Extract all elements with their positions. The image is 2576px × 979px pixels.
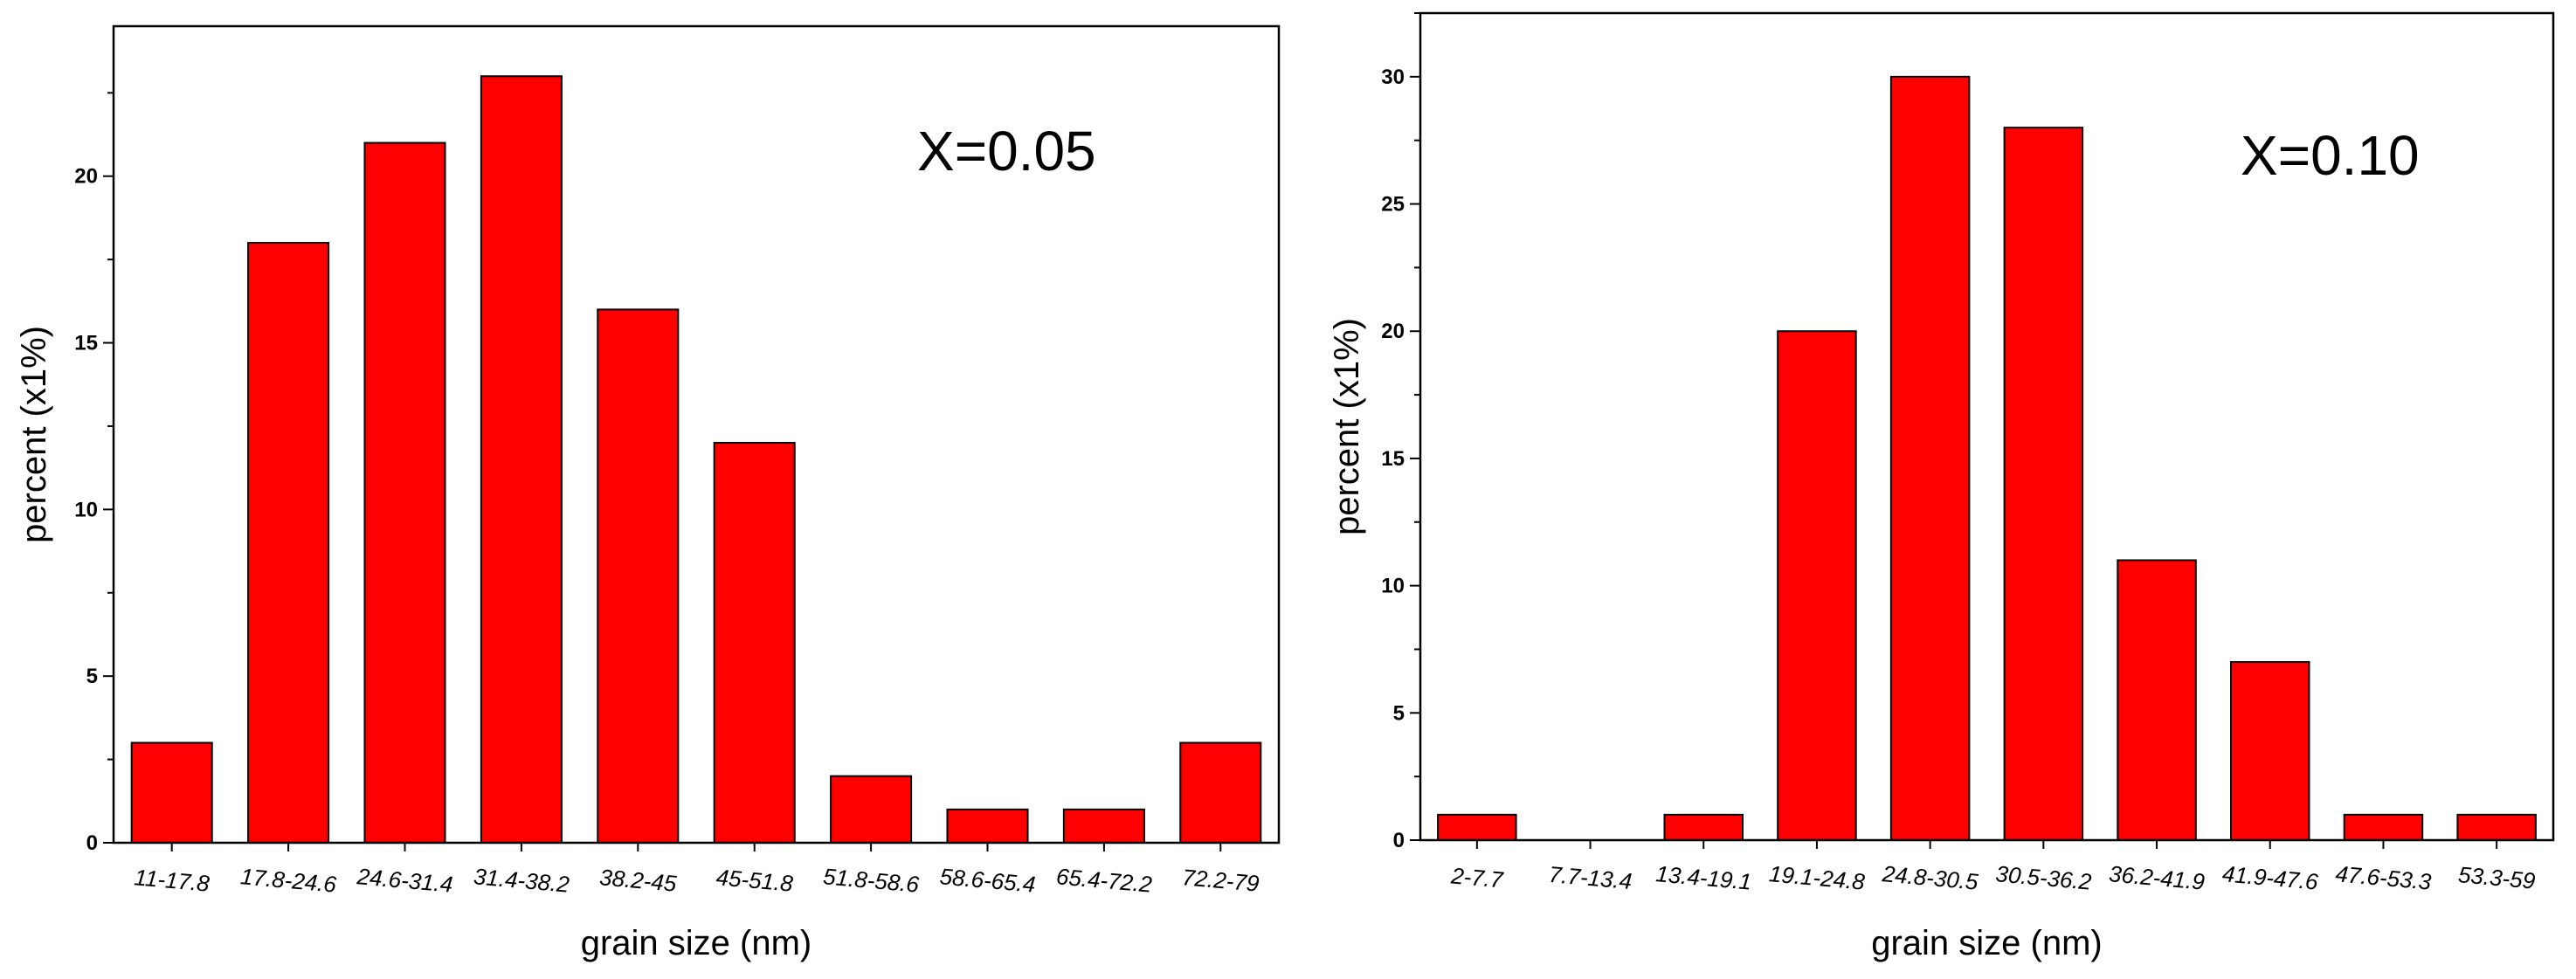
y-tick-label: 20 (1381, 320, 1405, 343)
x-category-label: 45-51.8 (715, 864, 795, 897)
y-tick-label: 5 (1393, 701, 1405, 725)
y-tick-label: 15 (74, 332, 98, 355)
bar-2-7.7 (1437, 813, 1517, 841)
bar-24.8-30.5 (1889, 75, 1971, 842)
composition-annotation: X=0.05 (917, 120, 1096, 183)
bar-31.4-38.2 (480, 75, 563, 845)
y-tick-label: 25 (1381, 193, 1405, 217)
y-tick-label: 30 (1381, 65, 1405, 89)
chart-x-0-10: 0 5 10 15 20 25 30 2-7.7 7.7-13.4 13.4-19.1 19.1-2… (1328, 11, 2555, 962)
y-tick-label: 20 (74, 165, 98, 189)
x-category-label: 2-7.7 (1449, 862, 1505, 893)
x-category-label: 53.3-59 (2457, 861, 2536, 894)
chart-x-0-05: 0 5 10 15 20 11-17.8 17.8-24.6 24.6-31.4 31.4-38… (15, 24, 1281, 962)
x-category-label: 24.8-30.5 (1881, 860, 1980, 895)
x-category-label: 11-17.8 (134, 864, 211, 896)
plot-frame (112, 24, 1281, 845)
x-category-label: 19.1-24.8 (1768, 860, 1867, 895)
y-tick-label: 10 (1381, 575, 1405, 598)
x-category-label: 58.6-65.4 (939, 863, 1037, 897)
y-tick-label: 15 (1381, 447, 1405, 471)
bar-13.4-19.1 (1663, 813, 1744, 841)
bar-11-17.8 (130, 741, 213, 844)
bar-19.1-24.8 (1777, 330, 1857, 841)
x-category-label: 65.4-72.2 (1055, 863, 1154, 898)
y-axis-title: percent (x1%) (1328, 318, 1366, 535)
bar-24.6-31.4 (363, 141, 446, 845)
bar-65.4-72.2 (1062, 808, 1145, 844)
bar-47.6-53.3 (2343, 813, 2424, 841)
bar-51.8-58.6 (830, 775, 913, 844)
y-tick-label: 10 (74, 498, 98, 521)
x-axis-title: grain size (nm) (1871, 924, 2103, 962)
y-axis-title: percent (x1%) (15, 326, 53, 543)
plot-frame (1419, 11, 2555, 842)
x-category-label: 31.4-38.2 (473, 863, 571, 898)
x-category-label: 13.4-19.1 (1654, 860, 1752, 894)
bar-72.2-79 (1179, 741, 1262, 844)
bar-36.2-41.9 (2117, 559, 2197, 841)
x-category-label: 72.2-79 (1181, 864, 1260, 897)
x-category-label: 36.2-41.9 (2108, 860, 2206, 894)
bar-41.9-47.6 (2230, 661, 2310, 841)
x-category-label: 41.9-47.6 (2221, 860, 2320, 895)
y-tick-label: 0 (86, 831, 98, 855)
x-category-label: 30.5-36.2 (1994, 860, 2093, 895)
x-category-label: 24.6-31.4 (356, 863, 454, 898)
bar-17.8-24.6 (247, 242, 330, 844)
bar-45-51.8 (713, 442, 796, 844)
composition-annotation: X=0.10 (2241, 124, 2420, 187)
x-category-label: 47.6-53.3 (2335, 860, 2434, 895)
bar-38.2-45 (597, 308, 680, 844)
x-category-label: 17.8-24.6 (239, 863, 338, 898)
bar-30.5-36.2 (2003, 127, 2084, 842)
x-category-label: 7.7-13.4 (1548, 861, 1633, 894)
x-category-label: 38.2-45 (598, 864, 678, 897)
bar-58.6-65.4 (946, 808, 1029, 844)
bar-53.3-59 (2456, 813, 2537, 841)
x-category-label: 51.8-58.6 (822, 863, 921, 898)
y-tick-label: 5 (86, 665, 98, 688)
x-axis-title: grain size (nm) (581, 924, 812, 962)
y-tick-label: 0 (1393, 829, 1405, 852)
